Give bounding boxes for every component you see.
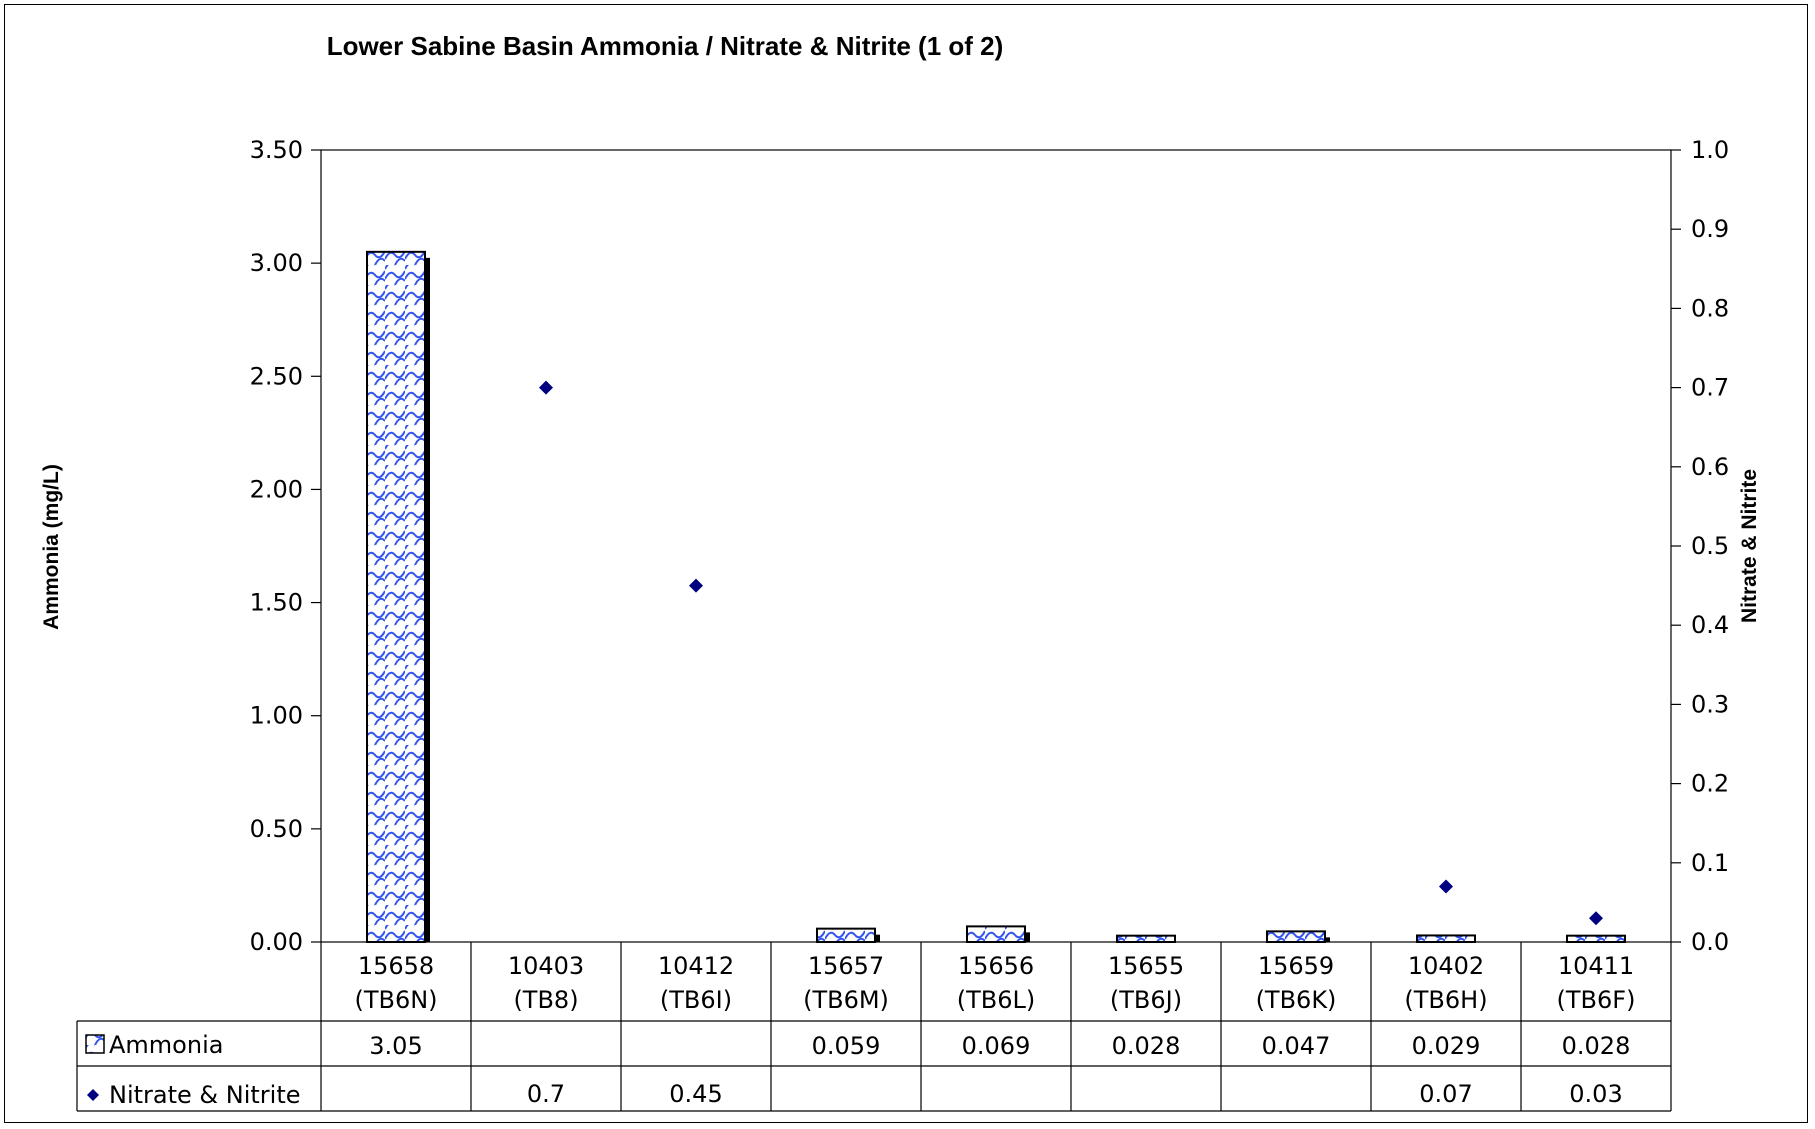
y-tick-label: 1.00	[250, 702, 303, 730]
category-label-id: 10412	[658, 952, 734, 980]
legend-nitrate-label: Nitrate & Nitrite	[109, 1081, 301, 1109]
data-label-ammonia: 0.059	[812, 1032, 881, 1060]
y2-tick-label: 0.0	[1691, 928, 1729, 956]
data-label-nitrate-nitrite: 0.03	[1569, 1080, 1622, 1108]
y2-tick-label: 0.2	[1691, 770, 1729, 798]
y2-tick-label: 0.1	[1691, 849, 1729, 877]
category-label-code: (TB6K)	[1256, 986, 1337, 1014]
data-label-ammonia: 0.047	[1262, 1032, 1331, 1060]
chart-frame: Lower Sabine Basin Ammonia / Nitrate & N…	[4, 4, 1808, 1123]
bar-ammonia	[816, 927, 876, 944]
bar-ammonia	[1416, 934, 1476, 944]
data-label-ammonia: 0.029	[1412, 1032, 1481, 1060]
category-label-id: 15659	[1258, 952, 1334, 980]
data-label-nitrate-nitrite: 0.7	[527, 1080, 565, 1108]
y-tick-label: 3.50	[250, 136, 303, 164]
category-label-id: 15655	[1108, 952, 1184, 980]
y2-tick-label: 1.0	[1691, 136, 1729, 164]
bar-ammonia	[366, 250, 426, 944]
bar-ammonia	[966, 925, 1026, 944]
category-label-id: 15656	[958, 952, 1034, 980]
legend-nitrate-marker	[87, 1089, 99, 1101]
data-label-ammonia: 0.069	[962, 1032, 1031, 1060]
data-label-nitrate-nitrite: 0.45	[669, 1080, 722, 1108]
data-label-ammonia: 0.028	[1562, 1032, 1631, 1060]
category-label-code: (TB6I)	[660, 986, 732, 1014]
y2-tick-label: 0.3	[1691, 690, 1729, 718]
y2-tick-label: 0.4	[1691, 611, 1729, 639]
y2-tick-label: 0.5	[1691, 532, 1729, 560]
y-tick-label: 1.50	[250, 589, 303, 617]
y2-tick-label: 0.6	[1691, 453, 1729, 481]
data-label-ammonia: 0.028	[1112, 1032, 1181, 1060]
category-label-id: 10403	[508, 952, 584, 980]
marker-nitrate-nitrite	[539, 380, 553, 395]
plot-border	[320, 149, 1672, 943]
category-label-code: (TB6N)	[354, 986, 437, 1014]
legend-ammonia-swatch	[85, 1034, 105, 1054]
category-label-id: 15658	[358, 952, 434, 980]
y-axis-label: Ammonia (mg/L)	[40, 464, 63, 630]
category-label-id: 10411	[1558, 952, 1634, 980]
y-tick-label: 0.50	[250, 815, 303, 843]
bar-ammonia	[1566, 934, 1626, 944]
category-label-code: (TB6H)	[1404, 986, 1487, 1014]
category-label-id: 10402	[1408, 952, 1484, 980]
category-label-code: (TB8)	[513, 986, 578, 1014]
y2-tick-label: 0.8	[1691, 294, 1729, 322]
category-label-code: (TB6F)	[1557, 986, 1636, 1014]
plot-area: 0.00 0.50 1.00 1.50 2.00 2.50 3.00 3.50 0.0 0.1 0.…	[76, 136, 1729, 1112]
category-label-code: (TB6J)	[1110, 986, 1182, 1014]
chart-svg: Lower Sabine Basin Ammonia / Nitrate & N…	[40, 31, 1761, 1112]
bar-ammonia	[1116, 934, 1176, 944]
bar-ammonia	[1266, 930, 1326, 943]
marker-nitrate-nitrite	[689, 578, 703, 593]
legend-ammonia-label: Ammonia	[109, 1031, 223, 1059]
marker-nitrate-nitrite	[1439, 879, 1453, 894]
y-tick-label: 2.00	[250, 475, 303, 503]
marker-nitrate-nitrite	[1589, 911, 1603, 926]
category-label-code: (TB6L)	[957, 986, 1036, 1014]
y2-axis-label: Nitrate & Nitrite	[1738, 469, 1761, 623]
chart-title: Lower Sabine Basin Ammonia / Nitrate & N…	[327, 31, 1004, 61]
y2-tick-label: 0.9	[1691, 215, 1729, 243]
y-tick-label: 3.00	[250, 249, 303, 277]
y-tick-label: 2.50	[250, 362, 303, 390]
data-label-ammonia: 3.05	[369, 1032, 422, 1060]
y2-tick-label: 0.7	[1691, 374, 1729, 402]
y-tick-label: 0.00	[250, 928, 303, 956]
data-label-nitrate-nitrite: 0.07	[1419, 1080, 1472, 1108]
category-label-id: 15657	[808, 952, 884, 980]
category-label-code: (TB6M)	[803, 986, 889, 1014]
